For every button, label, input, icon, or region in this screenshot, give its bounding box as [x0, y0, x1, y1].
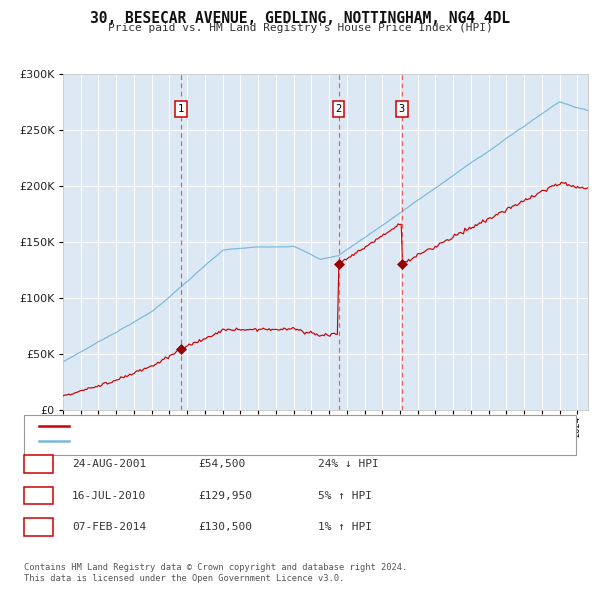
Text: 24% ↓ HPI: 24% ↓ HPI [318, 460, 379, 469]
Text: 2: 2 [35, 489, 42, 502]
Text: HPI: Average price, semi-detached house, Gedling: HPI: Average price, semi-detached house,… [72, 437, 348, 446]
Text: 30, BESECAR AVENUE, GEDLING, NOTTINGHAM, NG4 4DL: 30, BESECAR AVENUE, GEDLING, NOTTINGHAM,… [90, 11, 510, 25]
Text: 1: 1 [35, 458, 42, 471]
Text: 5% ↑ HPI: 5% ↑ HPI [318, 491, 372, 500]
Text: 3: 3 [35, 520, 42, 533]
Text: £130,500: £130,500 [198, 522, 252, 532]
Text: 1: 1 [178, 104, 184, 114]
Text: £129,950: £129,950 [198, 491, 252, 500]
Text: £54,500: £54,500 [198, 460, 245, 469]
Text: 30, BESECAR AVENUE, GEDLING, NOTTINGHAM, NG4 4DL (semi-detached house): 30, BESECAR AVENUE, GEDLING, NOTTINGHAM,… [72, 421, 475, 431]
Text: This data is licensed under the Open Government Licence v3.0.: This data is licensed under the Open Gov… [24, 573, 344, 583]
Text: Contains HM Land Registry data © Crown copyright and database right 2024.: Contains HM Land Registry data © Crown c… [24, 563, 407, 572]
Text: 07-FEB-2014: 07-FEB-2014 [72, 522, 146, 532]
Text: 1% ↑ HPI: 1% ↑ HPI [318, 522, 372, 532]
Text: 16-JUL-2010: 16-JUL-2010 [72, 491, 146, 500]
Text: 2: 2 [335, 104, 341, 114]
Text: Price paid vs. HM Land Registry's House Price Index (HPI): Price paid vs. HM Land Registry's House … [107, 23, 493, 33]
Text: 3: 3 [398, 104, 405, 114]
Text: 24-AUG-2001: 24-AUG-2001 [72, 460, 146, 469]
